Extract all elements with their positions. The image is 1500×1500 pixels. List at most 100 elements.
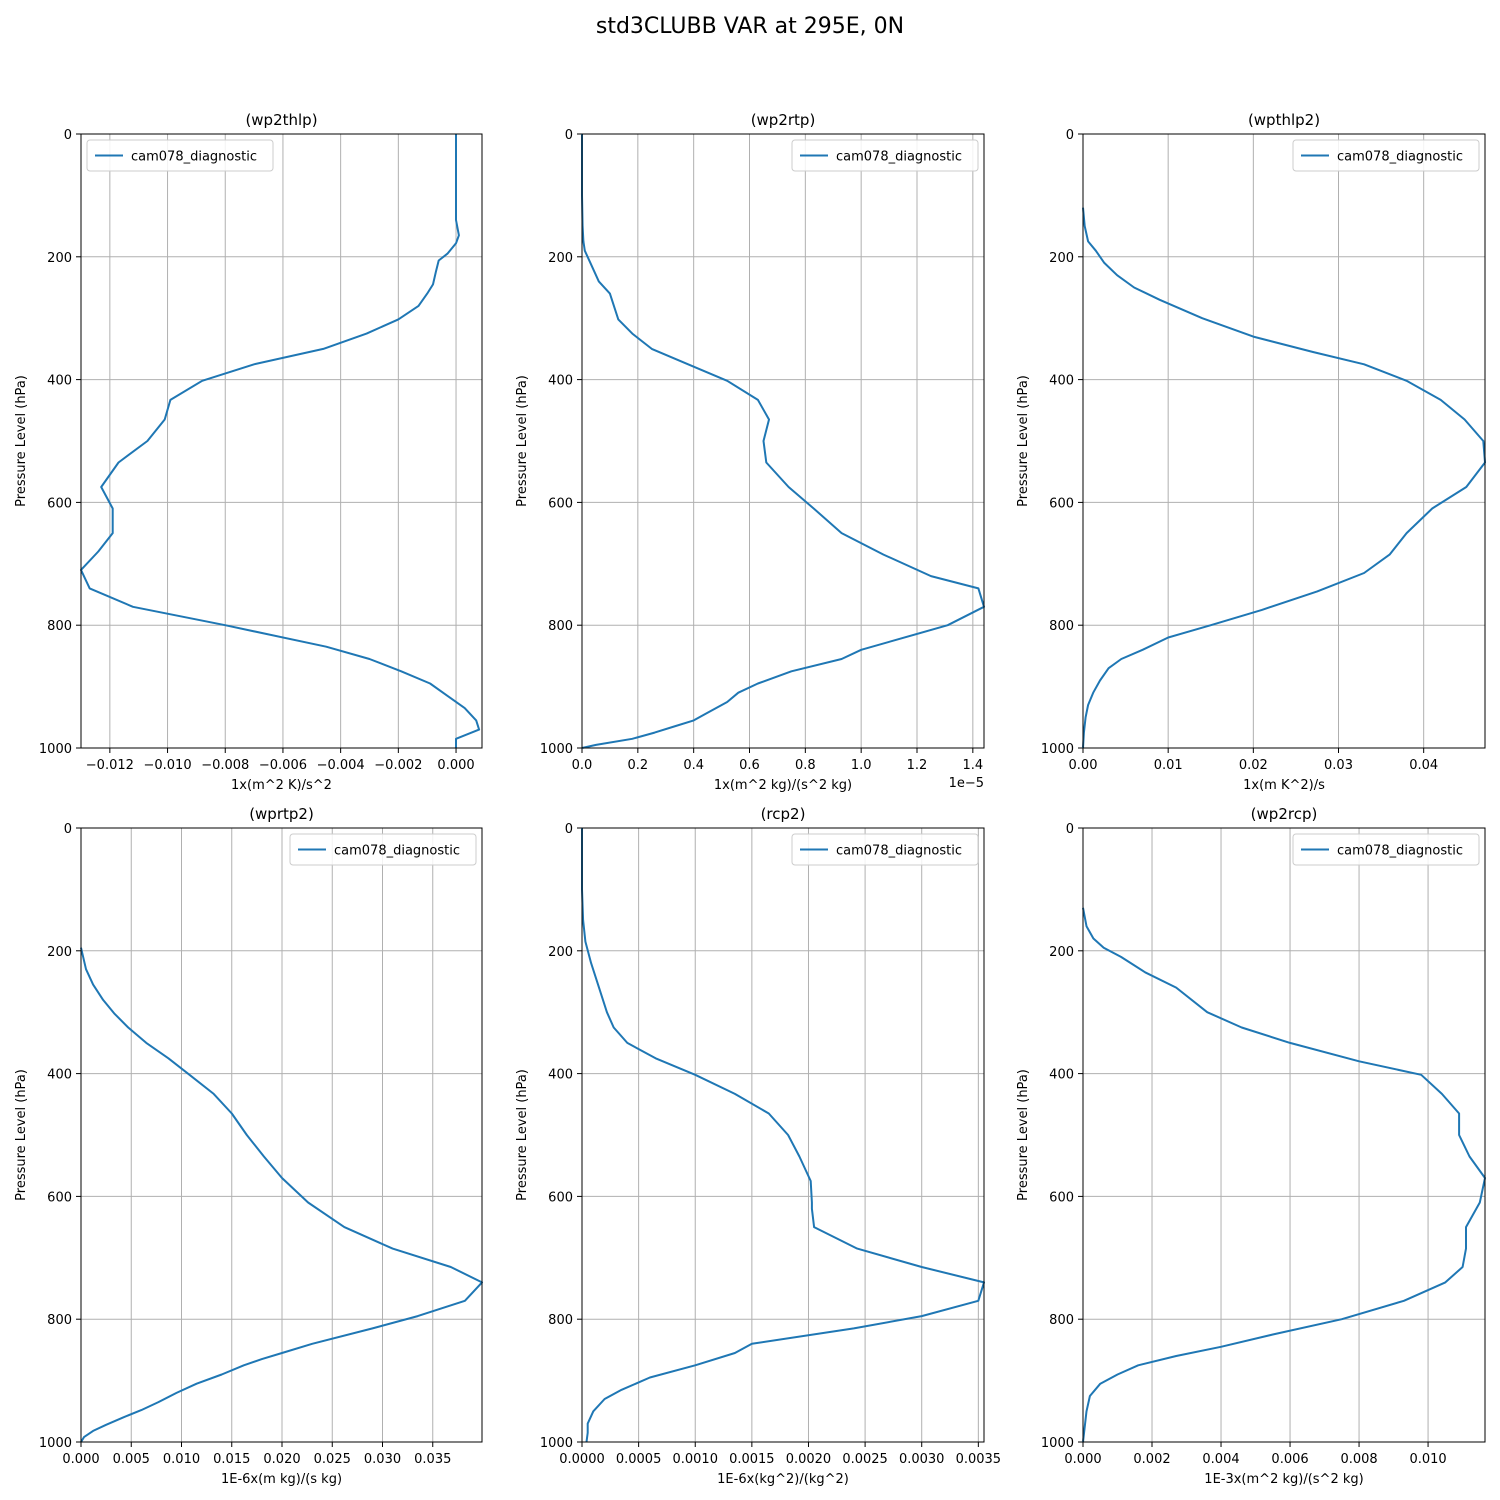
y-tick-label: 400: [47, 1068, 72, 1083]
y-tick-label: 600: [548, 1190, 573, 1205]
chart-panel-6: 0.000 0.002 0.004 0.006 0.008 0.010 0 200 400 600…: [1016, 805, 1486, 1487]
x-tick-label: 1.0: [851, 758, 872, 773]
x-offset-label: 1e−5: [949, 776, 984, 791]
x-tick-label: 0.010: [163, 1452, 200, 1467]
y-tick-label: 1000: [540, 1436, 573, 1451]
legend: cam078_diagnostic: [1292, 833, 1480, 866]
y-tick-label: 200: [548, 945, 573, 960]
legend-label: cam078_diagnostic: [334, 844, 460, 859]
axes-frame: [581, 827, 985, 1443]
y-axis-label: Pressure Level (hPa): [515, 1069, 530, 1201]
y-axis-label: Pressure Level (hPa): [515, 375, 530, 507]
legend-box: [791, 833, 979, 866]
x-tick-label: 0.0015: [729, 1452, 775, 1467]
panel-title: (rcp2): [761, 805, 806, 823]
axes-frame: [581, 133, 985, 749]
x-tick-label: 0.000: [1064, 1452, 1101, 1467]
x-tick-label: 0.010: [1409, 1452, 1446, 1467]
x-tick-label: 0.8: [795, 758, 816, 773]
chart-panel-1: −0.012 −0.010 −0.008 −0.006 −0.004 −0.002 0.00…: [14, 111, 483, 793]
series-line: [581, 134, 985, 749]
x-axis-label: 1x(m^2 K)/s^2: [231, 778, 332, 793]
y-tick-label: 0: [565, 128, 573, 143]
x-tick-label: 0.0030: [899, 1452, 945, 1467]
x-tick-label: 0.02: [1239, 758, 1268, 773]
y-tick-label: 1000: [39, 1436, 72, 1451]
x-tick-label: 0.008: [1340, 1452, 1377, 1467]
y-tick-label: 800: [47, 619, 72, 634]
y-tick-label: 600: [47, 1190, 72, 1205]
y-tick-label: 0: [1066, 822, 1074, 837]
x-axis-label: 1x(m^2 kg)/(s^2 kg): [714, 778, 852, 793]
x-tick-label: 0.002: [1133, 1452, 1170, 1467]
axes-frame: [1082, 827, 1486, 1443]
x-tick-label: 0.6: [739, 758, 760, 773]
y-axis-label: Pressure Level (hPa): [14, 1069, 29, 1201]
legend-label: cam078_diagnostic: [836, 150, 962, 165]
y-tick-label: 0: [64, 822, 72, 837]
y-tick-label: 400: [47, 374, 72, 389]
legend: cam078_diagnostic: [289, 833, 477, 866]
legend-label: cam078_diagnostic: [1337, 844, 1463, 859]
legend-label: cam078_diagnostic: [131, 150, 257, 165]
legend: cam078_diagnostic: [1292, 139, 1480, 172]
x-tick-label: 0.0020: [786, 1452, 832, 1467]
y-axis-label: Pressure Level (hPa): [1016, 375, 1031, 507]
panel-title: (wprtp2): [249, 805, 314, 823]
x-tick-label: 0.4: [683, 758, 704, 773]
legend-label: cam078_diagnostic: [836, 844, 962, 859]
y-axis-label: Pressure Level (hPa): [14, 375, 29, 507]
x-tick-label: 0.006: [1271, 1452, 1308, 1467]
y-tick-label: 800: [548, 619, 573, 634]
x-tick-label: 0.2: [627, 758, 648, 773]
series-line: [1082, 907, 1486, 1443]
y-tick-label: 600: [1049, 496, 1074, 511]
legend-label: cam078_diagnostic: [1337, 150, 1463, 165]
x-tick-label: 0.0035: [956, 1452, 1002, 1467]
x-tick-label: −0.006: [259, 758, 307, 773]
chart-panel-5: 0.0000 0.0005 0.0010 0.0015 0.0020 0.0025 0.00…: [515, 805, 1001, 1487]
panel-title: (wp2rcp): [1251, 805, 1318, 823]
y-tick-label: 600: [548, 496, 573, 511]
y-tick-label: 800: [1049, 1313, 1074, 1328]
y-tick-label: 200: [548, 251, 573, 266]
axes-frame: [80, 827, 483, 1443]
x-axis-label: 1x(m K^2)/s: [1243, 778, 1325, 793]
figure-title: std3CLUBB VAR at 295E, 0N: [595, 14, 905, 39]
y-tick-label: 1000: [1041, 742, 1074, 757]
panel-title: (wp2thlp): [245, 111, 317, 129]
x-tick-label: 0.004: [1202, 1452, 1239, 1467]
y-tick-label: 200: [47, 251, 72, 266]
series-line: [581, 828, 985, 1443]
y-tick-label: 1000: [1041, 1436, 1074, 1451]
y-tick-label: 200: [1049, 251, 1074, 266]
y-tick-label: 0: [565, 822, 573, 837]
x-tick-label: 0.035: [414, 1452, 451, 1467]
y-tick-label: 400: [548, 1068, 573, 1083]
x-tick-label: 0.03: [1324, 758, 1353, 773]
panel-title: (wp2rtp): [751, 111, 816, 129]
x-tick-label: −0.008: [201, 758, 249, 773]
y-tick-label: 400: [548, 374, 573, 389]
x-tick-label: 0.0025: [842, 1452, 888, 1467]
x-axis-label: 1E-6x(kg^2)/(kg^2): [717, 1472, 849, 1487]
x-tick-label: 0.000: [437, 758, 474, 773]
legend-box: [289, 833, 477, 866]
x-tick-label: 0.0: [572, 758, 593, 773]
y-tick-label: 800: [548, 1313, 573, 1328]
y-tick-label: 400: [1049, 374, 1074, 389]
y-tick-label: 1000: [39, 742, 72, 757]
x-tick-label: −0.010: [143, 758, 191, 773]
x-tick-label: −0.012: [86, 758, 134, 773]
x-tick-label: 0.005: [113, 1452, 150, 1467]
x-tick-label: −0.004: [317, 758, 365, 773]
x-tick-label: 1.4: [962, 758, 983, 773]
legend: cam078_diagnostic: [86, 139, 274, 172]
x-tick-label: 0.030: [364, 1452, 401, 1467]
y-tick-label: 200: [47, 945, 72, 960]
y-tick-label: 0: [64, 128, 72, 143]
x-axis-label: 1E-3x(m^2 kg)/(s^2 kg): [1204, 1472, 1363, 1487]
x-axis-label: 1E-6x(m kg)/(s kg): [221, 1472, 342, 1487]
x-tick-label: 0.025: [314, 1452, 351, 1467]
